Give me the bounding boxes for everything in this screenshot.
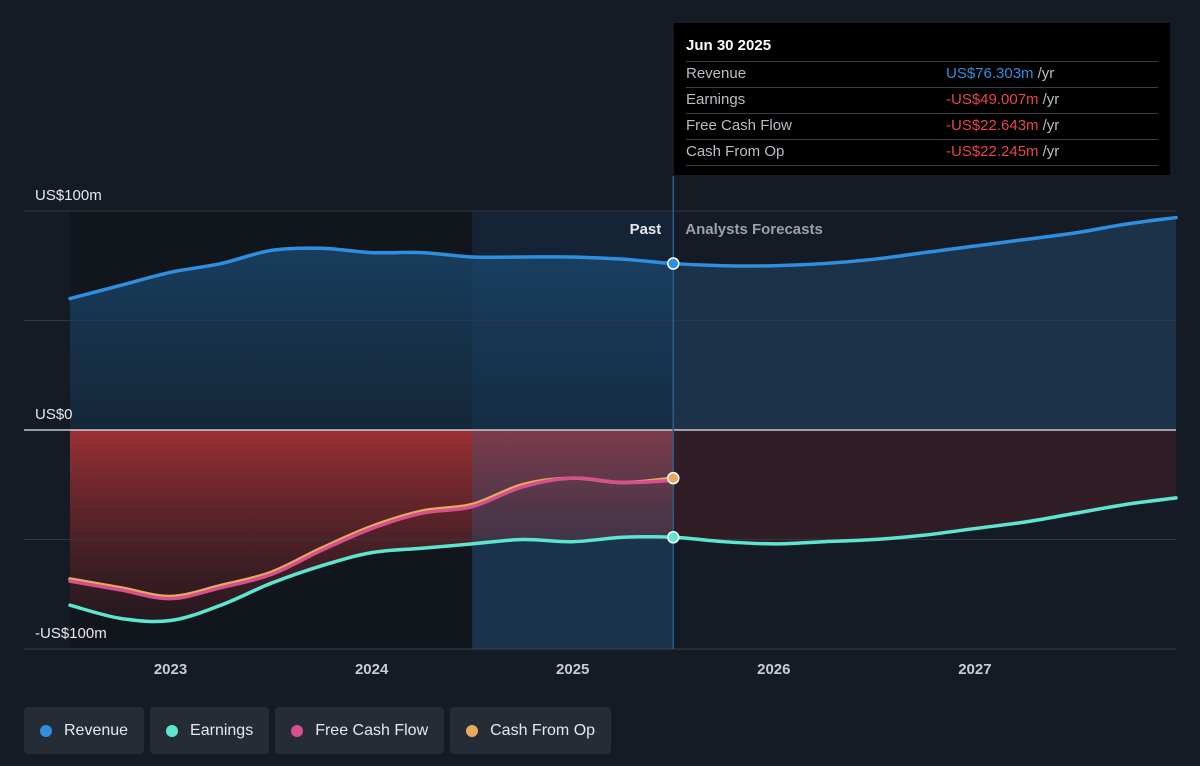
- tooltip-value: US$76.303m: [946, 65, 1034, 82]
- tooltip-label: Cash From Op: [686, 143, 785, 160]
- legend-item-cash-from-op[interactable]: Cash From Op: [450, 707, 612, 754]
- legend-dot-icon: [40, 724, 52, 737]
- earnings-line: [68, 496, 1178, 624]
- legend-dot-icon: [466, 724, 479, 737]
- tooltip-value: -US$22.245m: [946, 143, 1039, 160]
- x-tick-label: 2025: [556, 661, 589, 678]
- tooltip-value: -US$22.643m: [946, 117, 1039, 134]
- tooltip-unit: /yr: [1042, 91, 1060, 108]
- tooltip-row-revenue: Revenue US$76.303m /yr: [686, 61, 1158, 87]
- tooltip-label: Revenue: [686, 65, 747, 82]
- x-tick-label: 2026: [757, 661, 790, 678]
- tooltip-unit: /yr: [1042, 143, 1060, 160]
- tooltip-label: Earnings: [686, 91, 746, 108]
- legend-dot-icon: [166, 724, 179, 737]
- y-tick-label: US$0: [35, 406, 73, 423]
- tooltip-value: -US$49.007m: [946, 91, 1039, 108]
- x-tick-label: 2023: [154, 661, 187, 678]
- tooltip-row-earnings: Earnings -US$49.007m /yr: [686, 87, 1158, 113]
- tooltip-date: Jun 30 2025: [686, 37, 772, 54]
- tooltip-label: Free Cash Flow: [686, 117, 792, 134]
- legend-dot-icon: [291, 724, 304, 737]
- revenue-line: [68, 215, 1178, 301]
- cash-from-op-point: [667, 471, 680, 485]
- tooltip-unit: /yr: [1037, 65, 1055, 82]
- chart-legend: Revenue Earnings Free Cash Flow Cash Fro…: [24, 707, 612, 754]
- earnings-point: [667, 531, 680, 544]
- legend-item-revenue[interactable]: Revenue: [24, 707, 145, 754]
- revenue-point: [667, 257, 680, 270]
- legend-label: Cash From Op: [490, 721, 596, 739]
- x-tick-label: 2027: [958, 661, 991, 678]
- x-tick-label: 2024: [355, 661, 389, 678]
- forecast-label: Analysts Forecasts: [685, 221, 823, 238]
- legend-item-earnings[interactable]: Earnings: [150, 707, 270, 754]
- legend-label: Free Cash Flow: [315, 721, 429, 739]
- legend-item-free-cash-flow[interactable]: Free Cash Flow: [275, 707, 445, 754]
- free-cash-flow-line: [68, 476, 676, 601]
- tooltip-panel: Jun 30 2025 Revenue US$76.303m /yr Earni…: [674, 23, 1170, 175]
- tooltip-unit: /yr: [1042, 117, 1060, 134]
- y-tick-label: US$100m: [35, 187, 102, 204]
- legend-label: Revenue: [64, 721, 129, 739]
- y-tick-label: -US$100m: [35, 625, 107, 642]
- tooltip-row-free-cash-flow: Free Cash Flow -US$22.643m /yr: [686, 113, 1158, 139]
- legend-label: Earnings: [190, 721, 254, 739]
- earnings-area-forecast: [673, 430, 1176, 544]
- revenue-area-forecast: [673, 217, 1176, 430]
- past-label: Past: [630, 221, 662, 238]
- revenue-area-past: [70, 248, 674, 430]
- tooltip-row-cash-from-op: Cash From Op -US$22.245m /yr: [686, 139, 1158, 166]
